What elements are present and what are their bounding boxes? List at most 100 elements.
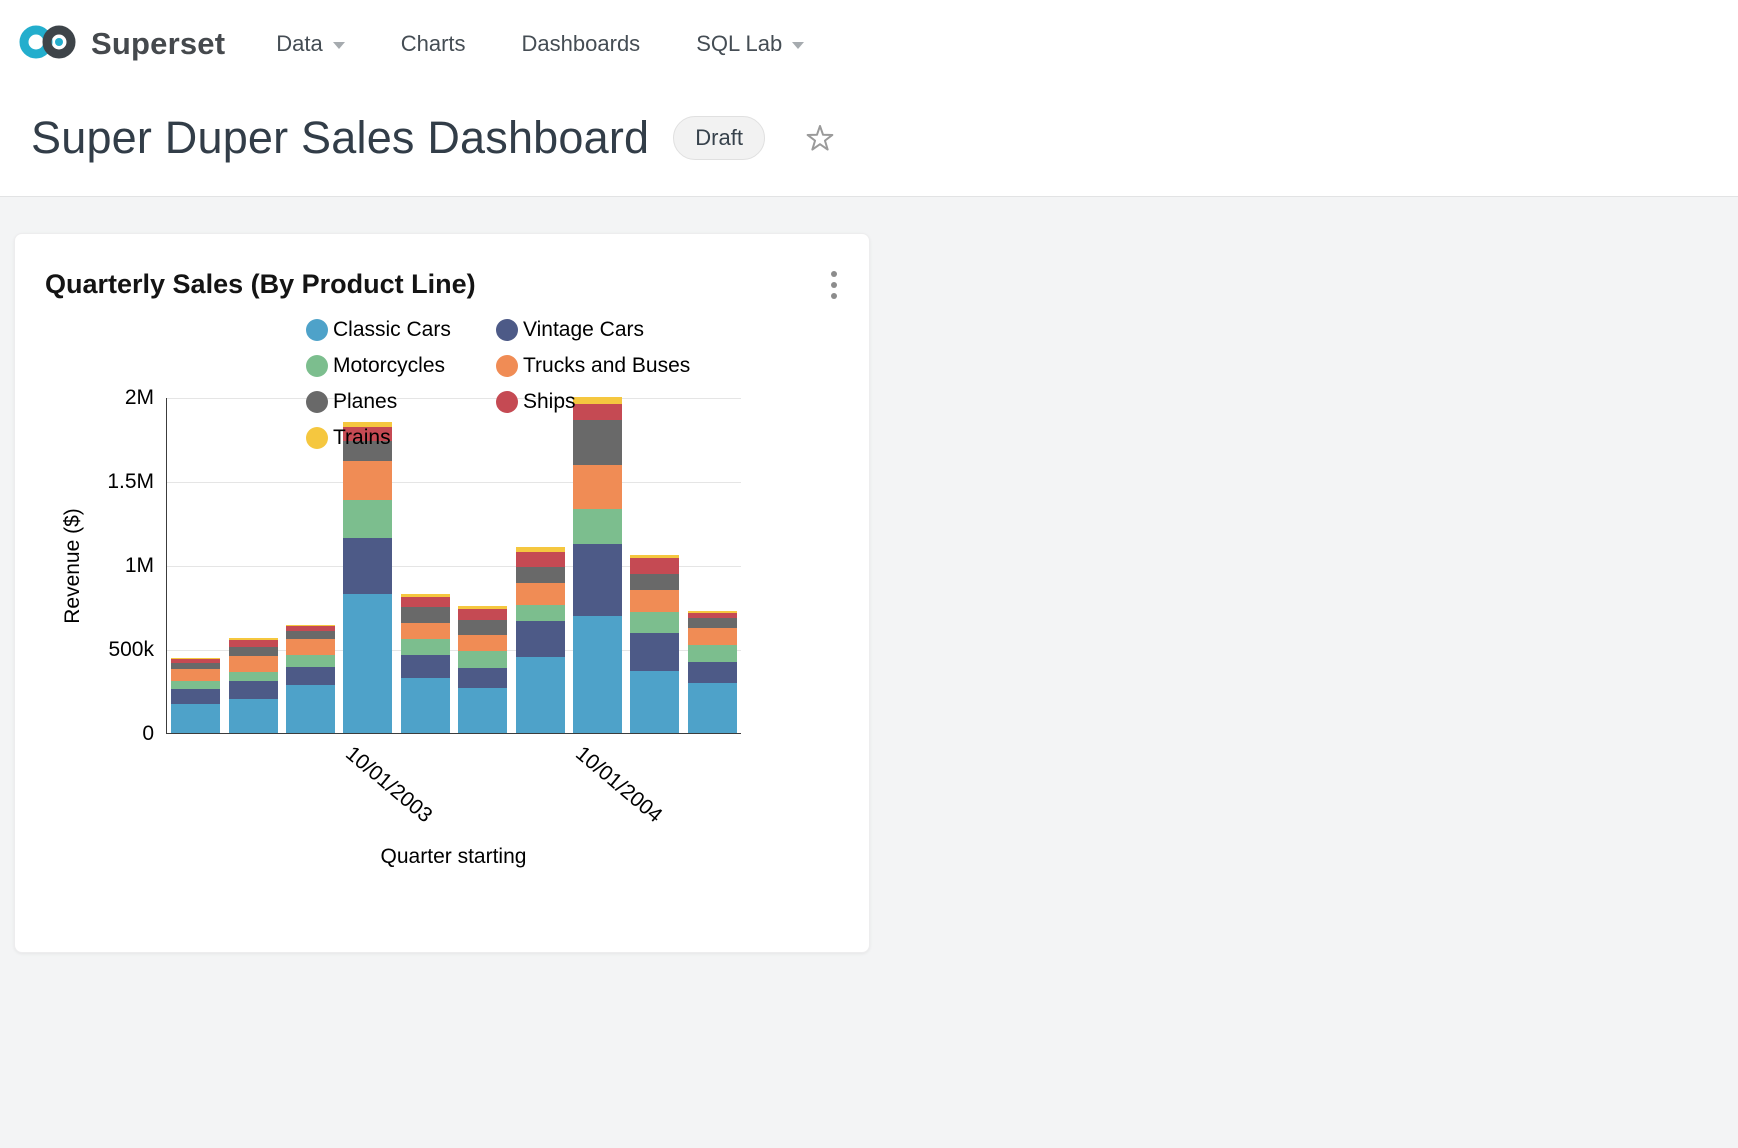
y-tick-label: 2M (124, 386, 154, 409)
bar-segment (573, 544, 623, 617)
kebab-menu-icon[interactable] (825, 267, 843, 303)
bar-stack-10/01/2004[interactable] (569, 397, 626, 733)
bar-segment (458, 668, 508, 689)
legend-item-vintage-cars[interactable]: Vintage Cars (496, 319, 690, 341)
bar-segment (228, 646, 278, 656)
bar-segment (515, 551, 565, 567)
bar-segment (573, 465, 623, 509)
legend-item-ships[interactable]: Ships (496, 391, 690, 413)
bar-segment (630, 612, 680, 634)
bar-segment (630, 633, 680, 671)
legend-label: Classic Cars (333, 318, 451, 341)
legend-swatch-icon (306, 427, 328, 449)
plot-area: 0 500k 1M 1.5M 2M 10/01/2003 10/01/2004 (107, 386, 741, 827)
bar-segment (458, 688, 508, 733)
bar-stack-04/01/2005[interactable] (684, 611, 741, 733)
brand-name: Superset (91, 26, 226, 61)
nav-item-dashboards[interactable]: Dashboards (522, 31, 641, 57)
bar-segment (573, 403, 623, 420)
bar-stack-07/01/2003[interactable] (282, 625, 339, 733)
bar-stack (458, 606, 508, 733)
bar-segment (515, 546, 565, 552)
superset-logo[interactable]: Superset (17, 20, 225, 69)
gridline (167, 481, 741, 483)
gridline (167, 649, 741, 651)
chart-title: Quarterly Sales (By Product Line) (45, 269, 476, 299)
y-tick-label: 1M (124, 554, 154, 577)
bar-stack (573, 397, 623, 733)
legend-item-planes[interactable]: Planes (306, 391, 496, 413)
legend-item-classic-cars[interactable]: Classic Cars (306, 319, 496, 341)
x-tick-label: 10/01/2004 (571, 742, 667, 828)
bar-segment (171, 663, 221, 670)
bar-segment (343, 440, 393, 461)
bar-stack-10/01/2003[interactable] (339, 422, 396, 733)
bar-segment (400, 593, 450, 597)
bar-segment (286, 654, 336, 667)
bar-segment (687, 661, 737, 684)
bar-segment (228, 655, 278, 672)
legend-label: Trucks and Buses (523, 354, 691, 377)
legend-swatch-icon (496, 319, 518, 341)
bar-segment (400, 622, 450, 639)
bar-stack (171, 658, 221, 733)
bar-stack-01/01/2003[interactable] (167, 658, 224, 733)
legend-label: Planes (333, 390, 398, 413)
bar-segment (286, 685, 336, 733)
bar-stack (515, 546, 565, 733)
bar-stack-04/01/2004[interactable] (454, 606, 511, 733)
bar-stack-07/01/2004[interactable] (511, 546, 568, 733)
legend-label: Ships (523, 390, 576, 413)
legend-item-trucks-and-buses[interactable]: Trucks and Buses (496, 355, 690, 377)
bar-segment (515, 582, 565, 605)
bar-segment (286, 626, 336, 632)
bar-segment (171, 688, 221, 705)
bar-segment (573, 616, 623, 733)
legend-item-trains[interactable]: Trains (306, 427, 496, 449)
gridline (167, 565, 741, 567)
page-header: Superset Data Charts Dashboards SQL Lab … (0, 0, 1738, 197)
bar-segment (228, 639, 278, 647)
nav-item-sql-lab[interactable]: SQL Lab (696, 31, 805, 57)
legend-swatch-icon (306, 319, 328, 341)
bar-stack (228, 638, 278, 733)
bar-segment (343, 499, 393, 539)
bar-segment (286, 625, 336, 627)
bar-segment (343, 422, 393, 428)
nav-item-label: Dashboards (521, 31, 641, 56)
chart-legend: Classic Cars Vintage Cars Motorcycles Truck… (306, 319, 690, 449)
bar-stack-01/01/2004[interactable] (397, 593, 454, 733)
nav-item-data[interactable]: Data (276, 31, 345, 57)
superset-infinity-icon (17, 20, 79, 69)
bar-stack (286, 625, 336, 733)
bar-segment (400, 596, 450, 608)
x-tick-label: 10/01/2003 (341, 742, 437, 828)
nav-item-label: SQL Lab (696, 31, 783, 56)
bar-stack (630, 554, 680, 733)
bar-segment (400, 607, 450, 623)
legend-swatch-icon (496, 355, 518, 377)
bar-segment (343, 460, 393, 500)
bar-stack-01/01/2005[interactable] (626, 554, 683, 733)
y-axis-title: Revenue ($) (61, 508, 84, 624)
bar-stack-04/01/2003[interactable] (224, 638, 281, 733)
bar-segment (343, 538, 393, 594)
legend-item-motorcycles[interactable]: Motorcycles (306, 355, 496, 377)
bar-segment (228, 680, 278, 699)
draft-status-badge[interactable]: Draft (673, 116, 765, 160)
bar-segment (458, 634, 508, 651)
bar-segment (400, 638, 450, 655)
bar-segment (687, 683, 737, 733)
favorite-star-icon[interactable] (805, 123, 835, 153)
bar-segment (630, 558, 680, 575)
top-navbar: Superset Data Charts Dashboards SQL Lab (0, 0, 1738, 88)
bar-segment (515, 656, 565, 733)
y-tick-label: 1.5M (107, 470, 154, 493)
bar-segment (458, 650, 508, 669)
bar-segment (286, 631, 336, 639)
main-nav: Data Charts Dashboards SQL Lab (276, 31, 805, 57)
bar-segment (515, 621, 565, 657)
bar-segment (687, 612, 737, 618)
bar-segment (630, 574, 680, 591)
nav-item-charts[interactable]: Charts (401, 31, 466, 57)
